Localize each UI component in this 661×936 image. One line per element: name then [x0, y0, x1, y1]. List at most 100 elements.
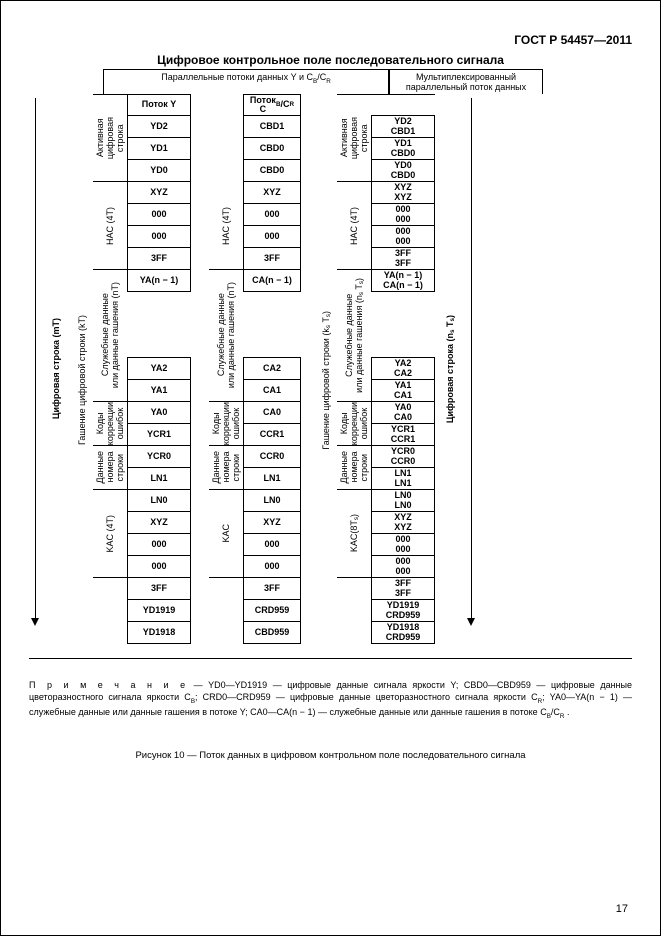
- data-cell: YCR1CCR1: [371, 424, 435, 446]
- group-label: Данныеномерастроки: [337, 446, 371, 490]
- group-label: Кодыкоррекцииошибок: [209, 402, 243, 446]
- data-cell: YD2CBD1: [371, 116, 435, 138]
- data-cell: YA0CA0: [371, 402, 435, 424]
- data-cell: 000000: [371, 534, 435, 556]
- group-label: Служебные данныеили данные гашения (ns T…: [337, 270, 371, 402]
- data-cell: 000: [127, 226, 191, 248]
- col-c: ПотокCB/CRCBD1CBD0CBD0XYZ0000003FFCA(n −…: [243, 94, 301, 644]
- data-cell: YA(n − 1)CA(n − 1): [371, 270, 435, 292]
- arrow-left: [29, 94, 41, 626]
- data-cell: XYZ: [127, 512, 191, 534]
- group-label: HAC (4T): [337, 182, 371, 270]
- group-label: KAC: [209, 490, 243, 578]
- group-labels-mux: АктивнаяцифроваястрокаHAC (4T)Служебные …: [337, 94, 371, 644]
- data-cell: CCR0: [243, 446, 301, 468]
- data-cell: 000: [243, 204, 301, 226]
- group-labels-c: HAC (4T)Служебные данныеили данные гашен…: [209, 94, 243, 644]
- group-label: KAC(8Ts): [337, 490, 371, 578]
- group-label: Данныеномерастроки: [93, 446, 127, 490]
- data-cell: YA2CA2: [371, 358, 435, 380]
- data-cell: XYZ: [243, 182, 301, 204]
- data-cell: [371, 292, 435, 358]
- data-cell: YD1919: [127, 600, 191, 622]
- note-label: П р и м е ч а н и е: [29, 680, 188, 690]
- data-cell: YA1CA1: [371, 380, 435, 402]
- page-number: 17: [616, 903, 628, 915]
- inner-right-label: Гашение цифровой строки (ks Ts): [315, 182, 337, 578]
- doc-code: ГОСТ Р 54457—2011: [29, 33, 632, 47]
- data-cell: XYZ: [243, 512, 301, 534]
- data-cell: XYZXYZ: [371, 512, 435, 534]
- col-mux: YD2CBD1YD1CBD0YD0CBD0XYZXYZ0000000000003…: [371, 94, 435, 644]
- data-cell: 3FF: [127, 578, 191, 600]
- data-cell: Поток Y: [127, 94, 191, 116]
- group-label: Данныеномерастроки: [209, 446, 243, 490]
- figure-caption: Рисунок 10 — Поток данных в цифровом кон…: [29, 750, 632, 761]
- header-right: Мультиплексированныйпараллельный поток д…: [389, 69, 543, 94]
- outer-right-label: Цифровая строка (ns Ts): [435, 94, 465, 644]
- group-label: [209, 94, 243, 182]
- data-cell: YD1918: [127, 622, 191, 644]
- diagram-body: Цифровая строка (mT) Гашение цифровой ст…: [29, 94, 632, 644]
- data-cell: LN0: [127, 490, 191, 512]
- data-cell: 000000: [371, 556, 435, 578]
- data-cell: [243, 292, 301, 358]
- data-cell: 3FF3FF: [371, 578, 435, 600]
- group-label: [337, 578, 371, 622]
- data-cell: 3FF: [243, 578, 301, 600]
- header-left: Параллельные потоки данных Y и CB/CR: [103, 69, 389, 94]
- data-cell: YCR1: [127, 424, 191, 446]
- data-cell: [127, 292, 191, 358]
- data-cell: 000: [127, 204, 191, 226]
- data-cell: CBD0: [243, 138, 301, 160]
- data-cell: 000000: [371, 204, 435, 226]
- group-label: KAC (4T): [93, 490, 127, 578]
- group-label: HAC (4T): [93, 182, 127, 270]
- data-cell: YD1918CRD959: [371, 622, 435, 644]
- group-label: Активнаяцифроваястрока: [337, 94, 371, 182]
- arrow-right: [465, 94, 477, 626]
- data-cell: XYZ: [127, 182, 191, 204]
- page: ГОСТ Р 54457—2011 Цифровое контрольное п…: [0, 0, 661, 936]
- group-label: Служебные данныеили данные гашения (nT): [93, 270, 127, 402]
- data-cell: YCR0: [127, 446, 191, 468]
- data-cell: CBD1: [243, 116, 301, 138]
- group-label: Служебные данныеили данные гашения (nT): [209, 270, 243, 402]
- data-cell: 3FF: [243, 248, 301, 270]
- top-header-row: Параллельные потоки данных Y и CB/CR Мул…: [29, 69, 632, 94]
- data-cell: LN1: [127, 468, 191, 490]
- data-cell: LN0LN0: [371, 490, 435, 512]
- page-title: Цифровое контрольное поле последовательн…: [29, 53, 632, 67]
- data-cell: YA0: [127, 402, 191, 424]
- note: П р и м е ч а н и е — YD0—YD1919 — цифро…: [29, 679, 632, 722]
- data-cell: 000: [243, 226, 301, 248]
- col-y: Поток YYD2YD1YD0XYZ0000003FFYA(n − 1)YA2…: [127, 94, 191, 644]
- data-cell: CA0: [243, 402, 301, 424]
- outer-left-label: Цифровая строка (mT): [41, 94, 71, 644]
- inner-left-label: Гашение цифровой строки (kT): [71, 182, 93, 578]
- data-cell: YA2: [127, 358, 191, 380]
- data-cell: LN1: [243, 468, 301, 490]
- data-cell: CA1: [243, 380, 301, 402]
- data-cell: 000: [243, 556, 301, 578]
- data-cell: YD0: [127, 160, 191, 182]
- data-cell: YD1CBD0: [371, 138, 435, 160]
- data-cell: 3FF: [127, 248, 191, 270]
- data-cell: YD1919CRD959: [371, 600, 435, 622]
- group-labels-y: АктивнаяцифроваястрокаHAC (4T)Служебные …: [93, 94, 127, 644]
- data-cell: CA2: [243, 358, 301, 380]
- data-cell: [371, 94, 435, 116]
- group-label: [209, 578, 243, 622]
- group-label: [93, 578, 127, 622]
- group-label: Кодыкоррекцииошибок: [93, 402, 127, 446]
- data-cell: CBD0: [243, 160, 301, 182]
- data-cell: CCR1: [243, 424, 301, 446]
- data-cell: CRD959: [243, 600, 301, 622]
- group-label: Активнаяцифроваястрока: [93, 94, 127, 182]
- data-cell: YA(n − 1): [127, 270, 191, 292]
- group-label: HAC (4T): [209, 182, 243, 270]
- data-cell: CBD959: [243, 622, 301, 644]
- data-cell: 000: [127, 534, 191, 556]
- data-cell: 3FF3FF: [371, 248, 435, 270]
- data-cell: CA(n − 1): [243, 270, 301, 292]
